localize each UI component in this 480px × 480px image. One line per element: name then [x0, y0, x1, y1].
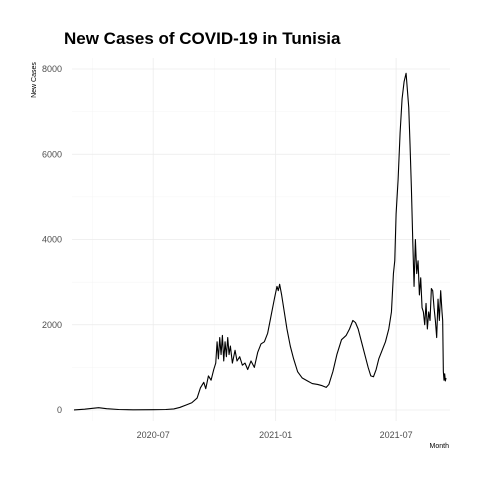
- chart-title: New Cases of COVID-19 in Tunisia: [64, 29, 341, 48]
- x-axis-ticks: 2020-07 2021-01 2021-07: [137, 430, 413, 440]
- x-tick-label: 2021-07: [380, 430, 413, 440]
- y-tick-label: 2000: [42, 320, 62, 330]
- x-axis-title: Month: [430, 443, 450, 450]
- y-tick-label: 8000: [42, 64, 62, 74]
- y-tick-label: 4000: [42, 235, 62, 245]
- series-line-new-cases: [73, 72, 447, 411]
- grid: [72, 58, 450, 421]
- y-axis-title: New Cases: [31, 62, 38, 98]
- x-tick-label: 2021-01: [259, 430, 292, 440]
- y-tick-label: 0: [57, 405, 62, 415]
- y-tick-label: 6000: [42, 149, 62, 159]
- x-tick-label: 2020-07: [137, 430, 170, 440]
- y-axis-ticks: 0 2000 4000 6000 8000: [42, 64, 62, 415]
